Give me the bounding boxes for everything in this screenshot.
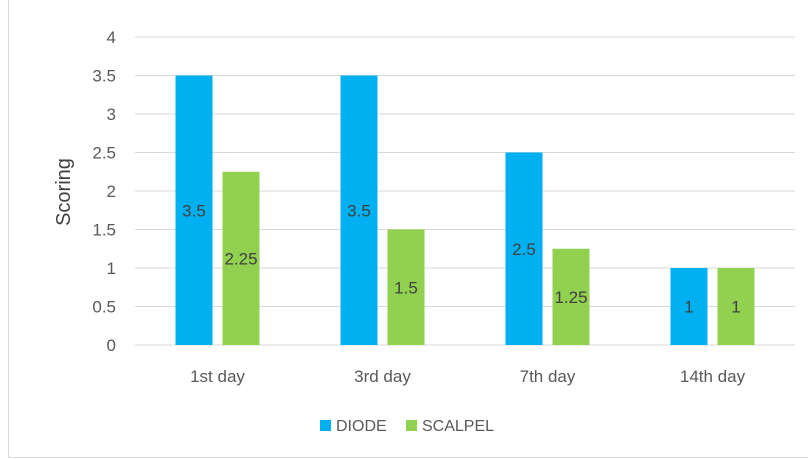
- x-axis-ticks: 1st day 3rd day 7th day 14th day: [190, 367, 746, 386]
- data-label: 1.5: [394, 278, 418, 297]
- x-tick-label: 14th day: [680, 367, 746, 386]
- chart-frame: [8, 0, 808, 458]
- y-axis-label: Scoring: [53, 158, 75, 226]
- legend-label-diode: DIODE: [336, 418, 387, 435]
- y-tick-label: 2: [107, 182, 116, 201]
- legend-swatch-scalpel: [406, 420, 417, 431]
- data-label: 1.25: [554, 288, 587, 307]
- legend-swatch-diode: [320, 420, 331, 431]
- data-labels: 3.5 2.25 3.5 1.5 2.5 1.25 1 1: [182, 201, 741, 316]
- bar-diode-3: [670, 268, 708, 345]
- y-tick-label: 2.5: [92, 144, 116, 163]
- legend: DIODE SCALPEL: [320, 418, 494, 435]
- y-tick-label: 3: [107, 105, 116, 124]
- bar-scalpel-0: [222, 171, 260, 345]
- y-tick-label: 0.5: [92, 298, 116, 317]
- y-axis-ticks: 0 0.5 1 1.5 2 2.5 3 3.5 4: [92, 28, 116, 355]
- bar-scalpel-2: [552, 248, 590, 345]
- data-label: 1: [684, 298, 693, 317]
- y-tick-label: 1: [107, 259, 116, 278]
- bars: [175, 75, 755, 345]
- bar-scalpel-1: [387, 229, 425, 345]
- bar-diode-0: [175, 75, 213, 345]
- data-label: 1: [731, 298, 740, 317]
- legend-label-scalpel: SCALPEL: [422, 418, 494, 435]
- bar-diode-2: [505, 152, 543, 345]
- y-tick-label: 0: [107, 336, 116, 355]
- bar-scalpel-3: [717, 268, 755, 345]
- y-tick-label: 1.5: [92, 221, 116, 240]
- data-label: 2.5: [512, 240, 536, 259]
- data-label: 2.25: [224, 249, 257, 268]
- data-label: 3.5: [182, 201, 206, 220]
- y-tick-label: 4: [107, 28, 116, 47]
- x-tick-label: 1st day: [190, 367, 245, 386]
- y-tick-label: 3.5: [92, 67, 116, 86]
- x-tick-label: 3rd day: [354, 367, 411, 386]
- x-tick-label: 7th day: [520, 367, 576, 386]
- data-label: 3.5: [347, 201, 371, 220]
- bar-diode-1: [340, 75, 378, 345]
